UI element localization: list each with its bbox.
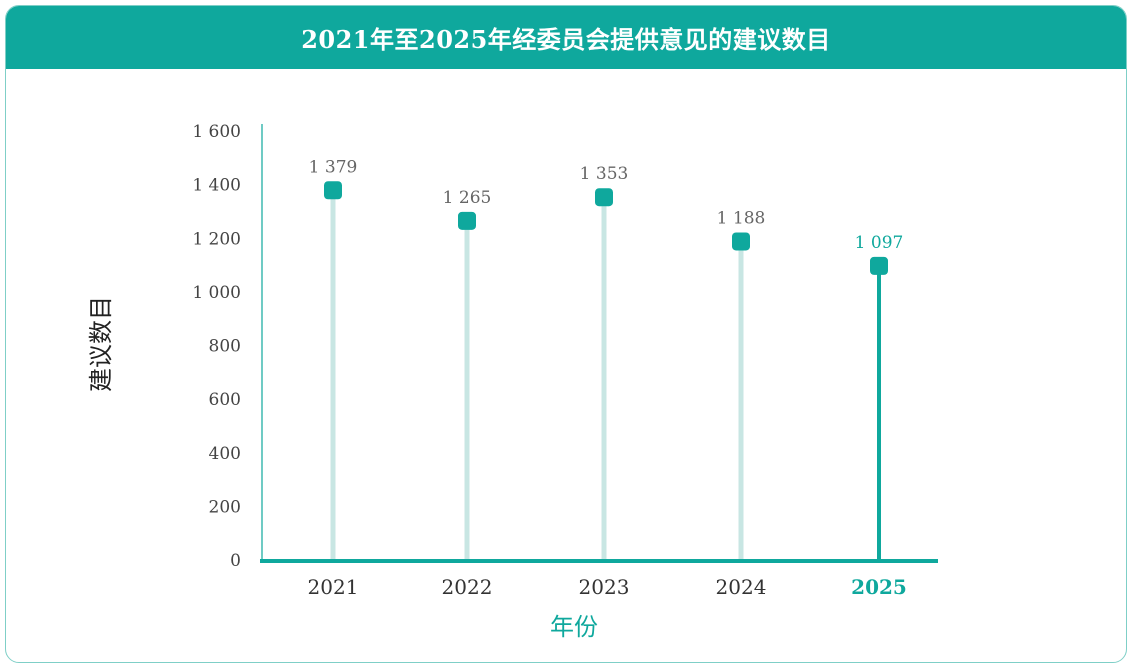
data-point (732, 232, 750, 251)
y-tick-label: 400 (209, 444, 241, 464)
chart-card: 2021年至2025年经委员会提供意见的建议数目 0 200 400 600 800 1 … (5, 5, 1127, 663)
lollipop-chart: 0 200 400 600 800 1 000 1 200 1 400 1 600 1 379 20… (87, 122, 938, 641)
x-tick-label: 2022 (442, 575, 493, 599)
data-point (324, 181, 342, 200)
y-tick-label: 1 400 (192, 176, 241, 196)
chart-header: 2021年至2025年经委员会提供意见的建议数目 (6, 6, 1126, 69)
data-label: 1 265 (443, 188, 492, 208)
chart-title: 2021年至2025年经委员会提供意见的建议数目 (301, 25, 831, 54)
y-tick-label: 0 (230, 551, 241, 571)
data-label: 1 097 (855, 233, 904, 253)
y-axis-title: 建议数目 (87, 296, 115, 392)
x-tick-label: 2024 (716, 575, 767, 599)
y-tick-label: 200 (209, 497, 241, 517)
y-tick-label: 600 (209, 390, 241, 410)
y-tick-label: 800 (209, 337, 241, 357)
data-label: 1 353 (580, 164, 629, 184)
data-label: 1 379 (309, 157, 358, 177)
data-point (458, 211, 476, 230)
data-point (870, 256, 888, 275)
data-label: 1 188 (717, 208, 766, 228)
y-tick-label: 1 600 (192, 122, 241, 142)
x-tick-label: 2021 (308, 575, 359, 599)
y-tick-label: 1 200 (192, 229, 241, 249)
x-tick-label: 2025 (851, 575, 907, 599)
x-tick-label: 2023 (579, 575, 630, 599)
x-axis-title: 年份 (550, 613, 598, 641)
y-tick-label: 1 000 (192, 283, 241, 303)
data-point (595, 188, 613, 207)
